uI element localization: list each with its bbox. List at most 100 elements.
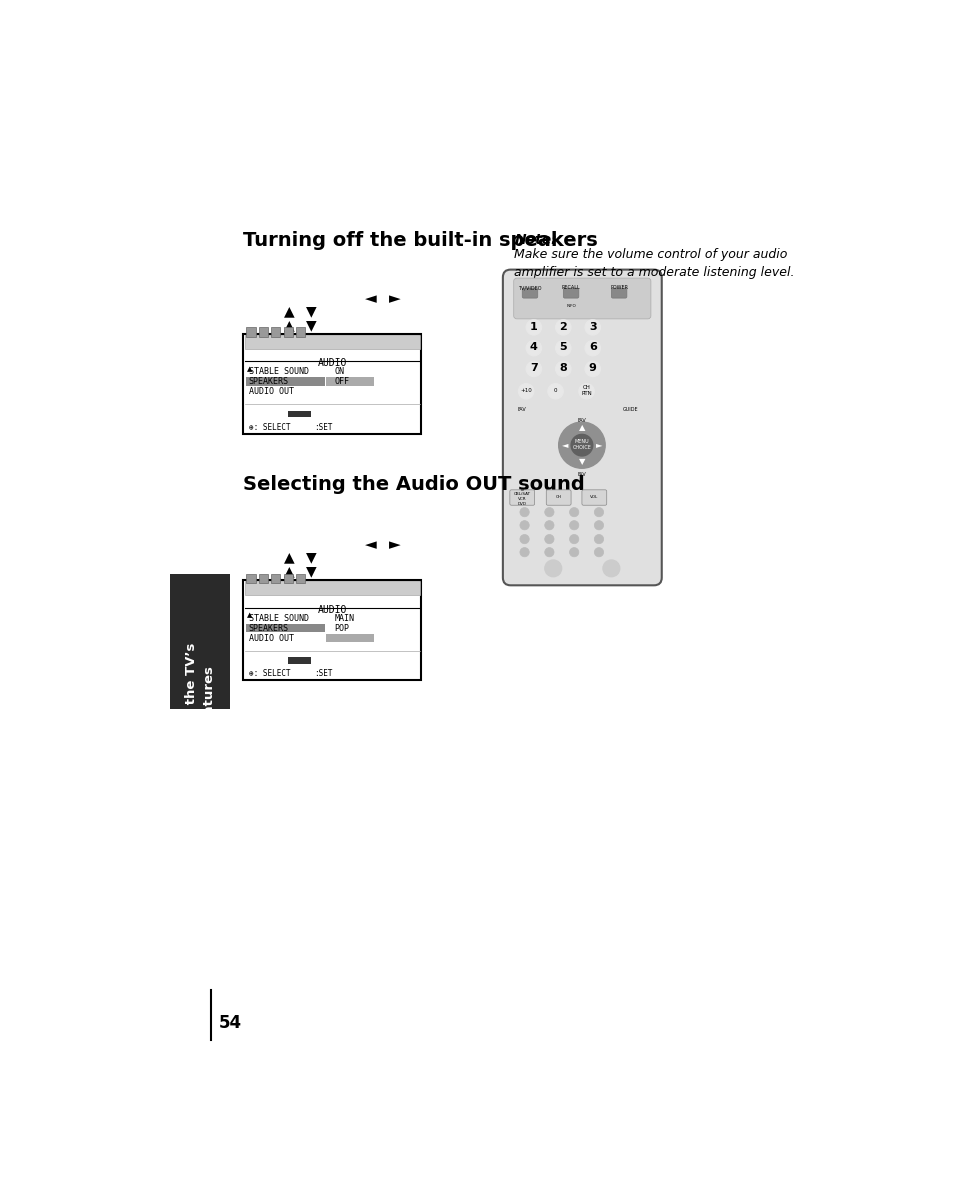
Text: ▲: ▲ [247, 612, 252, 618]
Text: ▲: ▲ [247, 366, 252, 372]
Text: FAV: FAV [577, 418, 586, 423]
Text: 1: 1 [530, 322, 537, 331]
Circle shape [519, 507, 529, 517]
Bar [258, 574, 268, 583]
Circle shape [584, 320, 599, 335]
Circle shape [544, 535, 554, 544]
Text: ◄: ◄ [561, 440, 568, 449]
Text: VOL: VOL [590, 494, 598, 499]
Circle shape [602, 560, 619, 577]
Text: TV
CBL/SAT
VCR
DVD: TV CBL/SAT VCR DVD [513, 488, 530, 506]
Text: ►: ► [388, 537, 400, 552]
Text: ENTER: ENTER [290, 422, 309, 426]
FancyBboxPatch shape [502, 270, 661, 586]
Text: ▼: ▼ [306, 304, 316, 318]
Text: Using the TV’s
Features: Using the TV’s Features [185, 643, 214, 752]
Circle shape [569, 520, 578, 530]
Text: STABLE SOUND: STABLE SOUND [249, 614, 309, 623]
Text: AUDIO OUT: AUDIO OUT [249, 387, 294, 397]
Bar [271, 328, 280, 336]
Bar [271, 574, 280, 583]
Text: ▲: ▲ [578, 423, 584, 432]
Text: ▼: ▼ [578, 457, 584, 466]
Text: 7: 7 [530, 364, 537, 373]
Circle shape [555, 361, 571, 377]
Text: 4: 4 [529, 342, 537, 353]
Text: OFF: OFF [335, 378, 350, 386]
Text: Selecting the Audio OUT sound: Selecting the Audio OUT sound [243, 475, 584, 494]
Text: ▼: ▼ [306, 318, 316, 333]
Bar [246, 574, 255, 583]
FancyBboxPatch shape [509, 489, 534, 505]
Text: ▼: ▼ [306, 551, 316, 564]
Text: :SET: :SET [314, 669, 332, 678]
Bar [295, 328, 305, 336]
FancyBboxPatch shape [581, 489, 606, 505]
Circle shape [519, 548, 529, 557]
Circle shape [594, 535, 603, 544]
Bar [288, 657, 311, 664]
Circle shape [525, 341, 541, 356]
Text: POWER: POWER [610, 285, 627, 290]
Text: +10: +10 [519, 388, 532, 393]
Circle shape [525, 320, 541, 335]
Text: AUDIO OUT: AUDIO OUT [249, 634, 294, 643]
Circle shape [594, 548, 603, 557]
FancyBboxPatch shape [611, 289, 626, 298]
Circle shape [555, 341, 571, 356]
Circle shape [519, 520, 529, 530]
Text: ENTER: ENTER [290, 668, 309, 672]
Text: 54: 54 [218, 1015, 241, 1032]
Circle shape [517, 384, 534, 399]
Text: ►: ► [388, 291, 400, 307]
Circle shape [578, 384, 594, 399]
Text: INFO: INFO [566, 304, 576, 308]
Text: 3: 3 [588, 322, 596, 331]
Text: ▲: ▲ [284, 304, 294, 318]
Bar [245, 378, 325, 386]
Text: SPEAKERS: SPEAKERS [249, 378, 289, 386]
Bar [245, 581, 419, 595]
Text: POP: POP [335, 624, 350, 633]
Circle shape [544, 560, 561, 577]
Text: ⊕: SELECT: ⊕: SELECT [249, 669, 290, 678]
Text: ⊕: SELECT: ⊕: SELECT [249, 423, 290, 432]
Text: ▲: ▲ [284, 551, 294, 564]
Text: CH
RTN: CH RTN [580, 385, 591, 396]
Bar [258, 328, 268, 336]
Text: ▲: ▲ [284, 318, 294, 333]
Text: 5: 5 [558, 342, 566, 353]
Circle shape [544, 520, 554, 530]
Text: 2: 2 [558, 322, 567, 331]
FancyBboxPatch shape [546, 489, 571, 505]
Text: RECALL: RECALL [561, 285, 579, 290]
FancyBboxPatch shape [521, 289, 537, 298]
Bar [295, 574, 305, 583]
Circle shape [584, 341, 599, 356]
Text: 8: 8 [558, 364, 567, 373]
Text: FAV: FAV [577, 472, 586, 478]
Circle shape [555, 320, 571, 335]
Bar [243, 334, 421, 434]
Circle shape [571, 435, 592, 456]
Text: STABLE SOUND: STABLE SOUND [249, 367, 309, 377]
Bar [170, 574, 230, 708]
Bar [243, 580, 421, 680]
Circle shape [594, 520, 603, 530]
FancyBboxPatch shape [513, 278, 650, 318]
Text: ◄: ◄ [365, 537, 376, 552]
Text: TV/VIDEO: TV/VIDEO [517, 285, 541, 290]
Text: ON: ON [335, 367, 344, 377]
Text: Make sure the volume control of your audio
amplifier is set to a moderate listen: Make sure the volume control of your aud… [514, 248, 794, 279]
Circle shape [558, 422, 604, 468]
Text: ◄: ◄ [365, 291, 376, 307]
Circle shape [569, 535, 578, 544]
Bar [283, 328, 293, 336]
Text: AUDIO: AUDIO [317, 605, 347, 614]
Circle shape [569, 507, 578, 517]
Circle shape [544, 507, 554, 517]
Bar [326, 378, 374, 386]
Circle shape [525, 361, 541, 377]
Bar [288, 411, 311, 417]
Text: :SET: :SET [314, 423, 332, 432]
